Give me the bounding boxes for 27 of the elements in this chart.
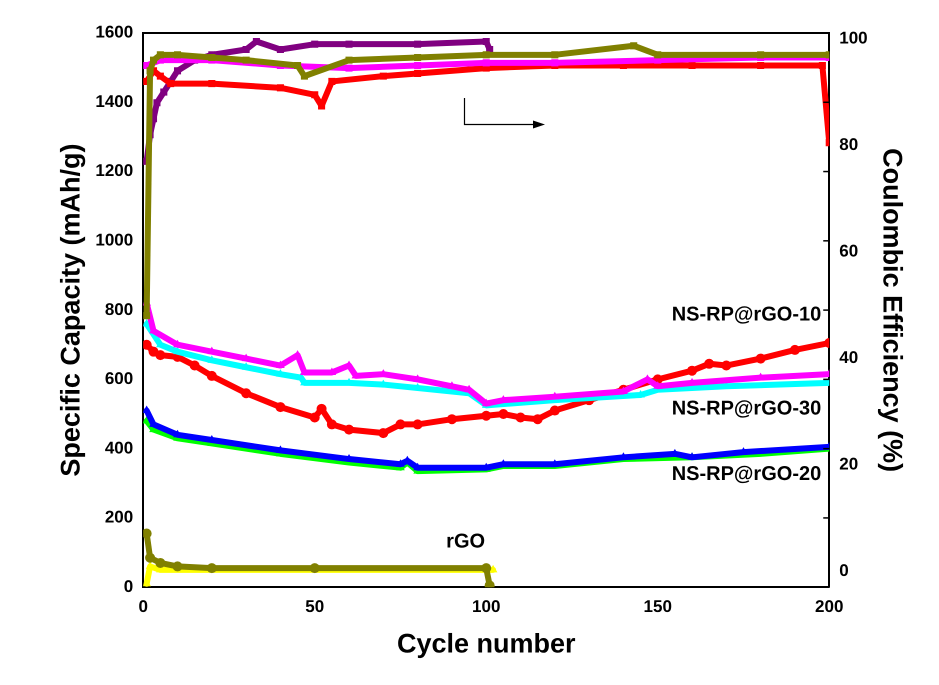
series-label: NS-RP@rGO-10 <box>672 304 822 326</box>
series-label: rGO <box>446 530 486 552</box>
y2-tick-label: 20 <box>839 454 858 474</box>
x-tick-label: 0 <box>138 597 148 616</box>
y-axis-title: Specific Capacity (mAh/g) <box>56 144 86 477</box>
y-tick-label: 600 <box>104 369 134 388</box>
x-tick-label: 150 <box>644 597 672 616</box>
y2-tick-label: 80 <box>839 135 858 154</box>
y-tick-label: 1400 <box>95 92 134 111</box>
y2-axis-title: Coulombic Efficiency (%) <box>877 148 908 472</box>
x-tick-label: 200 <box>815 597 844 616</box>
y2-tick-label: 100 <box>839 28 868 48</box>
y2-tick-label: 40 <box>839 348 858 367</box>
y2-tick-label: 0 <box>839 560 849 580</box>
series-label: NS-RP@rGO-30 <box>672 397 822 420</box>
y-tick-label: 200 <box>104 508 134 527</box>
x-axis-title: Cycle number <box>396 628 576 658</box>
x-tick-label: 50 <box>305 597 324 616</box>
y-tick-label: 1600 <box>95 22 134 42</box>
series-label: NS-RP@rGO-20 <box>672 463 822 486</box>
y-tick-label: 0 <box>124 576 134 596</box>
y-tick-label: 1200 <box>95 161 134 180</box>
x-tick-label: 100 <box>472 597 500 616</box>
y-tick-label: 400 <box>104 438 134 458</box>
y-tick-label: 1000 <box>95 230 134 250</box>
y-tick-label: 800 <box>104 300 134 319</box>
y2-tick-label: 60 <box>839 241 858 260</box>
